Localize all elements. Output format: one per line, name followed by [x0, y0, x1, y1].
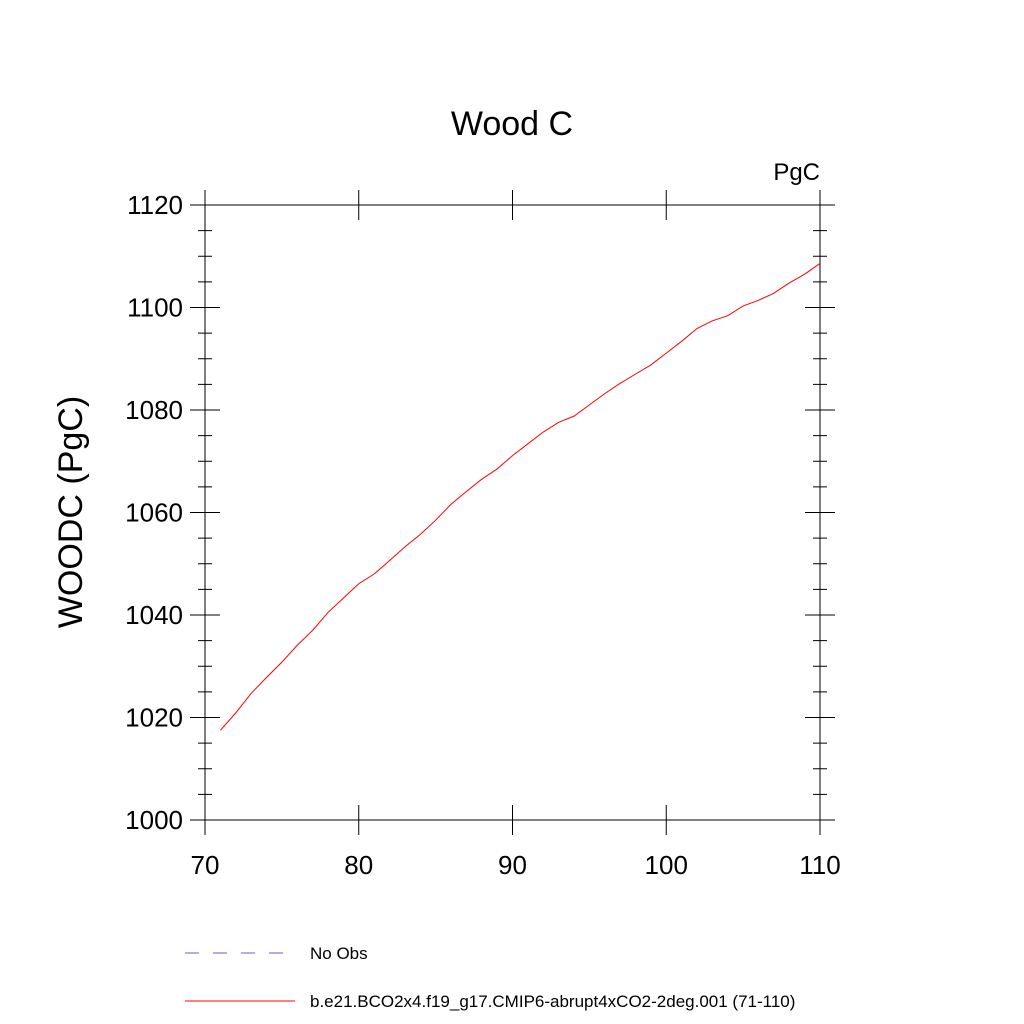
series-line-1: [220, 263, 821, 731]
legend: No Obs b.e21.BCO2x4.f19_g17.CMIP6-abrupt…: [185, 944, 795, 1011]
y-tick-label: 1080: [125, 395, 183, 425]
units-label: PgC: [773, 159, 820, 186]
x-tick-label: 90: [498, 850, 527, 880]
y-tick-label: 1020: [125, 703, 183, 733]
y-axis-label: WOODC (PgC): [52, 396, 90, 628]
x-tick-label: 70: [191, 850, 220, 880]
legend-label-no-obs: No Obs: [310, 944, 368, 963]
y-tick-label: 1100: [127, 293, 183, 323]
y-tick-label: 1060: [125, 498, 183, 528]
plot-frame: [204, 204, 821, 821]
chart-title: Wood C: [451, 105, 573, 143]
axis-ticks: 1000 1020 1040 1060 1080 1100 1120 70 80 90 100 110: [125, 190, 841, 880]
y-tick-label: 1000: [125, 805, 183, 835]
x-tick-label: 100: [645, 850, 688, 880]
legend-label-model-run: b.e21.BCO2x4.f19_g17.CMIP6-abrupt4xCO2-2…: [310, 992, 795, 1011]
series-layer: [220, 263, 821, 731]
x-tick-label: 80: [344, 850, 373, 880]
y-tick-label: 1040: [125, 600, 183, 630]
y-tick-label: 1120: [127, 190, 183, 220]
x-tick-label: 110: [799, 850, 840, 880]
